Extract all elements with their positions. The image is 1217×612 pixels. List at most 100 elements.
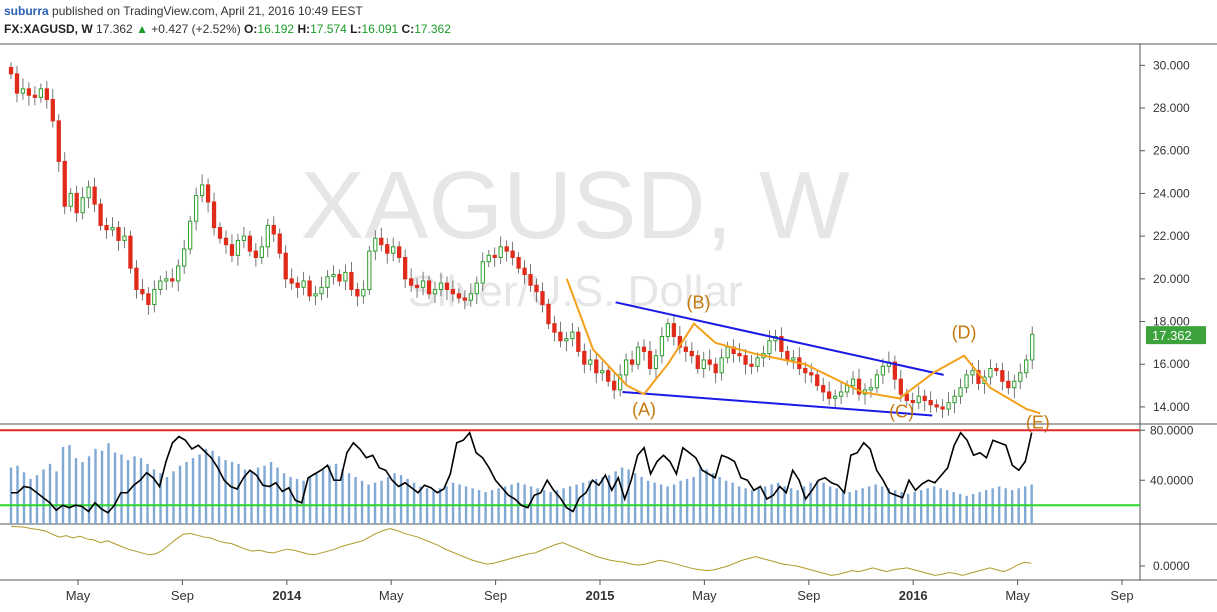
volume-bar	[477, 490, 481, 524]
candle	[713, 363, 718, 374]
candle	[140, 289, 145, 295]
candlestick-series	[8, 62, 1035, 419]
volume-bar	[198, 454, 201, 524]
volume-bar	[841, 490, 845, 524]
candle	[606, 370, 611, 382]
volume-bar	[16, 465, 19, 524]
candle	[14, 73, 20, 94]
candle	[719, 357, 724, 374]
candle	[815, 374, 820, 387]
volume-bar	[711, 473, 715, 524]
candle	[259, 246, 264, 258]
volume-bar	[815, 480, 819, 524]
candle	[1018, 372, 1023, 382]
candle	[74, 192, 79, 214]
candle	[838, 391, 844, 397]
candle	[1006, 380, 1011, 389]
volume-bar	[373, 482, 377, 524]
candle	[576, 331, 581, 352]
candle	[217, 227, 223, 239]
candle	[325, 276, 330, 288]
publish-line: suburra published on TradingView.com, Ap…	[4, 4, 363, 18]
volume-bar	[211, 450, 214, 524]
volume-bar	[185, 461, 188, 524]
volume-bar	[412, 482, 416, 524]
volume-bar	[217, 456, 221, 524]
volume-bar	[48, 463, 52, 524]
volume-bar	[614, 471, 617, 524]
candle	[665, 323, 671, 337]
volume-bar	[81, 461, 84, 524]
candle	[319, 286, 324, 295]
candle	[438, 282, 444, 291]
candle	[247, 235, 253, 252]
candle	[558, 331, 563, 342]
volume-bar	[679, 480, 682, 524]
author-link[interactable]: suburra	[4, 4, 49, 18]
price-axis[interactable]: 30.000 28.000 26.000 24.000 22.000 20.000 18.0…	[1140, 58, 1206, 573]
volume-bar	[230, 461, 234, 524]
volume-bar	[139, 458, 143, 524]
volume-bar	[893, 490, 897, 524]
candle	[56, 120, 61, 162]
candle	[385, 244, 390, 254]
last-price-badge-label: 17.362	[1152, 328, 1192, 343]
volume-bar	[822, 482, 825, 524]
candle	[868, 387, 874, 391]
price-tick-label: 18.000	[1153, 315, 1190, 329]
time-axis[interactable]: May Sep 2014 May Sep 2015 May Sep 2016 May Sep	[66, 580, 1134, 603]
momentum-line	[10, 525, 1032, 576]
volume-bar	[718, 477, 721, 524]
volume-bar	[549, 492, 552, 524]
candle	[803, 367, 808, 374]
candle	[970, 370, 975, 376]
volume-bar	[334, 463, 338, 524]
volume-bar	[542, 490, 546, 524]
volume-bar	[308, 477, 312, 524]
candle	[86, 186, 91, 199]
candle	[934, 404, 939, 408]
candle	[635, 346, 641, 365]
volume-bar	[958, 493, 962, 524]
candle	[922, 395, 927, 402]
candle	[480, 261, 485, 284]
candle	[1030, 333, 1035, 361]
volume-bar	[256, 467, 260, 524]
volume-bar	[282, 473, 286, 524]
candle	[659, 335, 665, 357]
candle	[80, 197, 85, 214]
price-tick-label: 28.000	[1153, 101, 1190, 115]
candle	[749, 363, 754, 367]
candle	[188, 220, 193, 250]
volume-bar	[360, 480, 364, 524]
candle	[767, 340, 772, 355]
candle	[827, 391, 832, 399]
volume-bar	[607, 475, 611, 524]
open-label: O:	[244, 22, 258, 36]
upper-trendline	[615, 301, 944, 376]
volume-bar	[250, 471, 253, 524]
candle	[695, 355, 700, 369]
volume-bar	[178, 465, 182, 524]
volume-bar	[61, 446, 65, 524]
volume-bar	[341, 469, 344, 524]
watermark-title: XAGUSD, W	[300, 152, 850, 259]
candle	[420, 280, 426, 288]
candle	[856, 378, 862, 395]
time-tick-label: May	[692, 588, 717, 603]
price-change: +0.427 (+2.52%)	[151, 22, 241, 36]
candle	[241, 235, 247, 241]
candle	[110, 227, 115, 231]
wave-label: (B)	[686, 293, 710, 313]
candle	[164, 278, 169, 282]
candle	[504, 246, 509, 252]
candle	[516, 256, 521, 269]
candle	[444, 282, 450, 291]
price-tick-label: 14.000	[1153, 400, 1190, 414]
candle	[134, 267, 139, 291]
candle	[498, 246, 503, 258]
candle	[26, 88, 32, 96]
candle	[701, 359, 706, 369]
momentum-series	[10, 525, 1032, 576]
